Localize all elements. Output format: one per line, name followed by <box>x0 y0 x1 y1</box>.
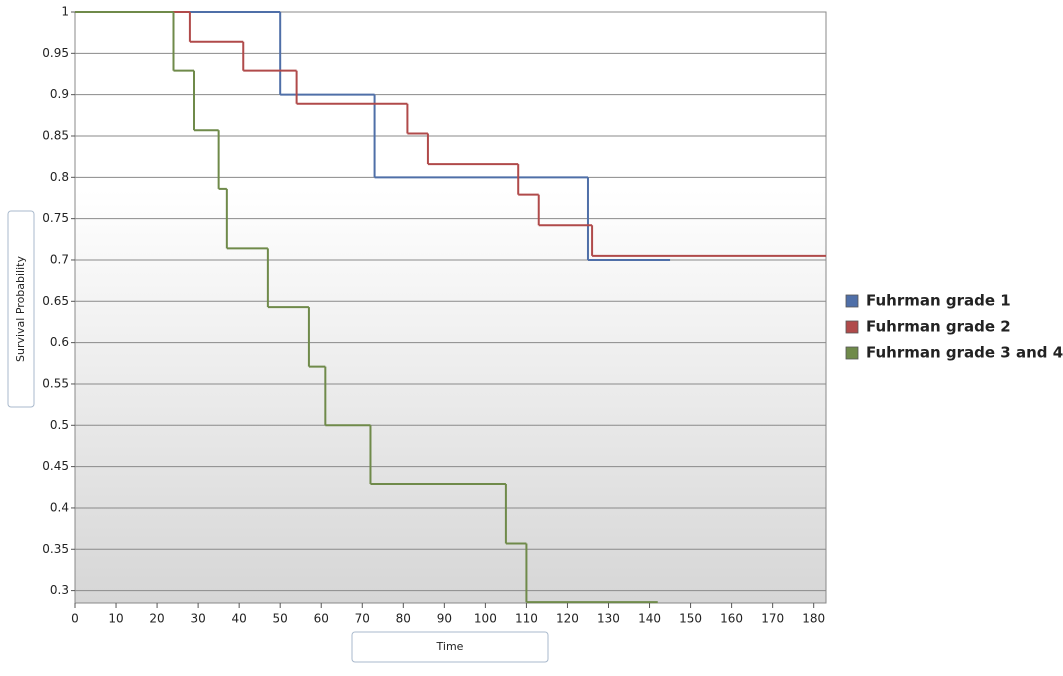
plot-area <box>74 11 827 604</box>
y-tick-label: 0.95 <box>42 46 69 60</box>
legend-swatch <box>845 320 859 334</box>
x-tick-label: 180 <box>802 612 825 626</box>
x-tick-label: 30 <box>190 612 205 626</box>
x-tick-label: 170 <box>761 612 784 626</box>
x-tick-label: 70 <box>355 612 370 626</box>
y-tick-label: 1 <box>61 5 69 19</box>
x-tick-label: 90 <box>437 612 452 626</box>
x-tick-label: 80 <box>396 612 411 626</box>
y-tick-label: 0.35 <box>42 542 69 556</box>
legend-label: Fuhrman grade 3 and 4 <box>866 344 1063 362</box>
y-tick-label: 0.55 <box>42 376 69 390</box>
y-tick-label: 0.6 <box>50 335 69 349</box>
y-tick-label: 0.7 <box>50 252 69 266</box>
x-tick-label: 150 <box>679 612 702 626</box>
y-tick-label: 0.4 <box>50 500 69 514</box>
x-tick-label: 40 <box>232 612 247 626</box>
x-tick-label: 0 <box>71 612 79 626</box>
y-tick-label: 0.9 <box>50 87 69 101</box>
legend-label: Fuhrman grade 1 <box>866 292 1011 310</box>
legend-swatch <box>845 346 859 360</box>
x-tick-label: 160 <box>720 612 743 626</box>
y-tick-label: 0.8 <box>50 170 69 184</box>
y-tick-label: 0.85 <box>42 128 69 142</box>
x-tick-label: 120 <box>556 612 579 626</box>
x-tick-label: 110 <box>515 612 538 626</box>
y-tick-label: 0.45 <box>42 459 69 473</box>
x-tick-label: 60 <box>314 612 329 626</box>
x-axis-label: Time <box>436 640 464 653</box>
x-tick-label: 10 <box>108 612 123 626</box>
legend-label: Fuhrman grade 2 <box>866 318 1011 336</box>
y-tick-label: 0.75 <box>42 211 69 225</box>
x-tick-label: 50 <box>273 612 288 626</box>
y-tick-label: 0.5 <box>50 418 69 432</box>
y-tick-label: 0.65 <box>42 294 69 308</box>
legend-swatch <box>845 294 859 308</box>
x-tick-label: 20 <box>149 612 164 626</box>
y-tick-label: 0.3 <box>50 583 69 597</box>
x-label-box <box>351 631 549 663</box>
y-axis-label: Survival Probability <box>14 256 27 362</box>
x-tick-label: 130 <box>597 612 620 626</box>
x-tick-label: 140 <box>638 612 661 626</box>
x-tick-label: 100 <box>474 612 497 626</box>
y-label-box <box>7 210 35 408</box>
